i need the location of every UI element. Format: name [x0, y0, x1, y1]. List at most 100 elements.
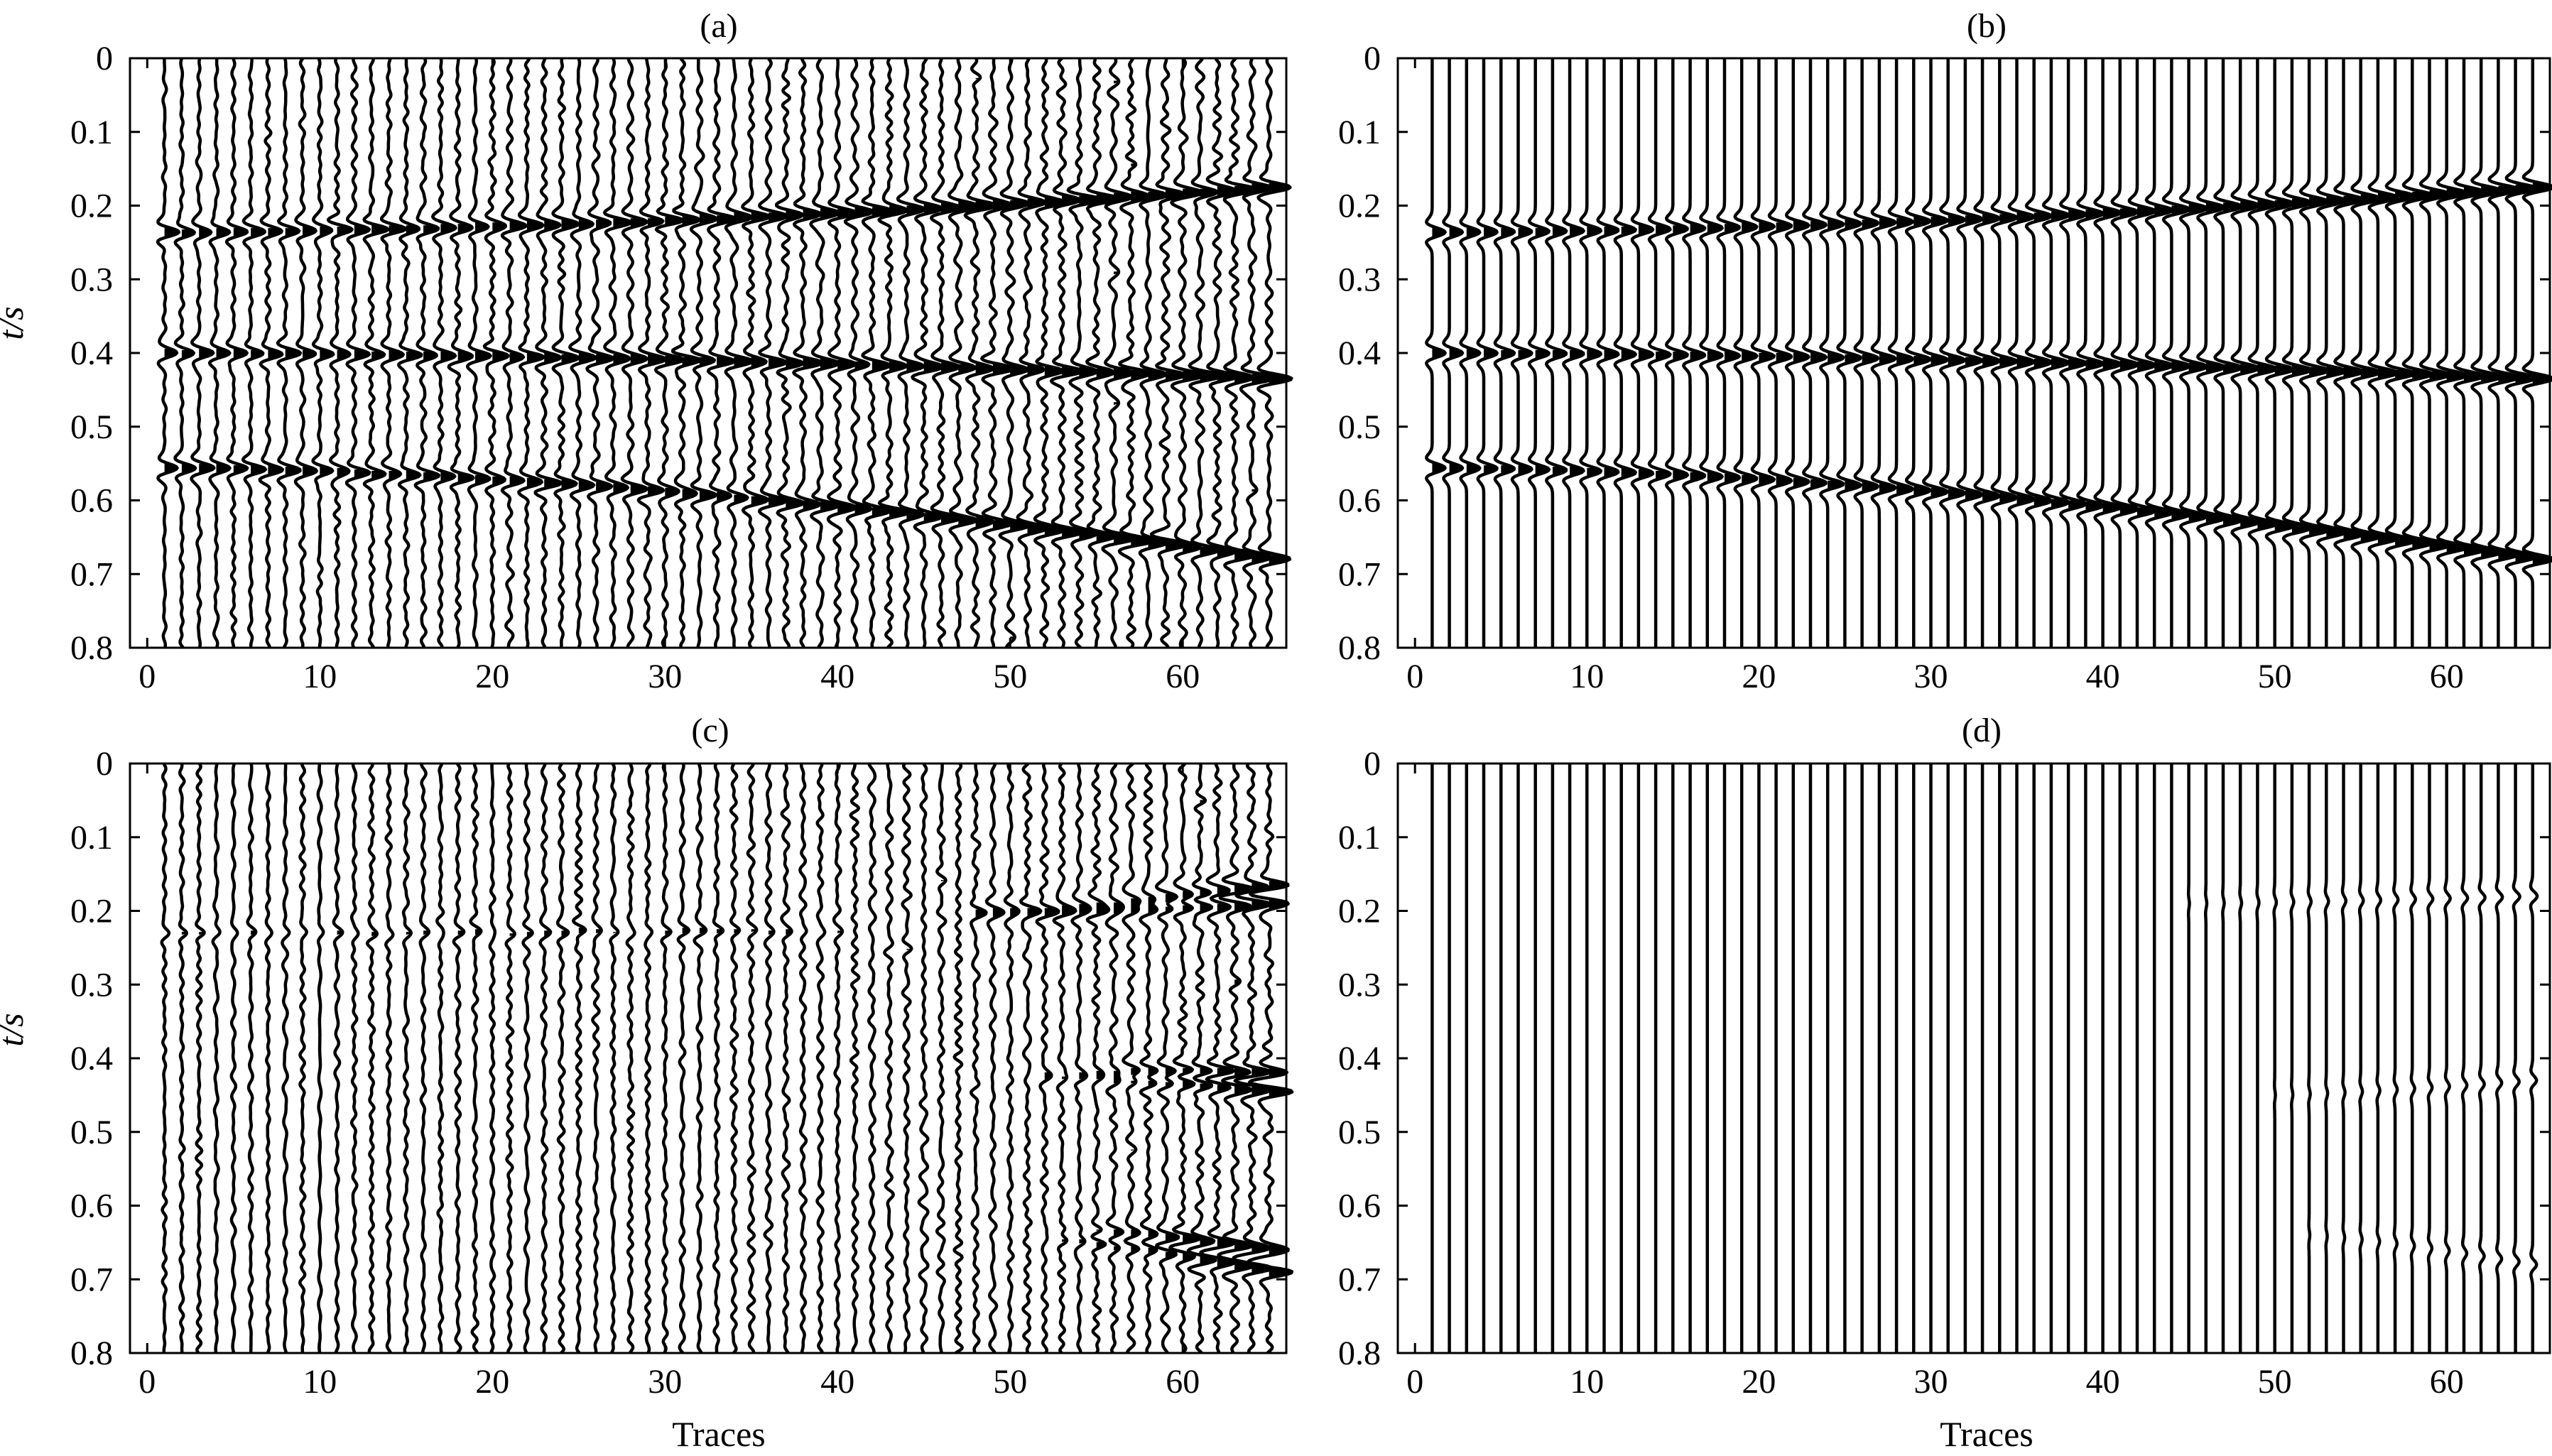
panel-c-ytick-label: 0.7 — [70, 1261, 113, 1298]
panel-a-trace — [1117, 58, 1156, 649]
panel-a-trace — [861, 57, 894, 648]
panel-d-ytick-label: 0 — [1364, 745, 1381, 783]
panel-d-trace — [2204, 763, 2209, 1354]
panel-a-trace — [963, 58, 999, 649]
panel-b-xtick-label: 60 — [2430, 658, 2464, 695]
panel-b-trace — [2367, 58, 2399, 648]
panel-b-trace — [2350, 58, 2382, 648]
panel-c-trace — [1052, 762, 1077, 1354]
panel-d-trace — [2255, 763, 2261, 1354]
panel-c-trace — [452, 762, 466, 1354]
panel-c-trace — [264, 763, 273, 1354]
panel-c-xtick-label: 50 — [993, 1363, 1027, 1401]
panel-c-trace — [384, 763, 395, 1354]
panel-a-traces — [156, 57, 1293, 649]
panel-a-title: (a) — [700, 7, 737, 45]
panel-d-ytick-label: 0.2 — [1338, 893, 1381, 930]
panel-d-trace — [2289, 763, 2296, 1354]
panel-d: (d) Traces 0 10 20 30 40 50 60 0 0.1 0.2 0.3 0.4 0.5… — [1338, 712, 2551, 1454]
panel-c-trace — [952, 762, 964, 1354]
panel-c-trace — [883, 763, 895, 1354]
panel-b-xtick-label: 20 — [1742, 658, 1776, 695]
panel-c-trace — [1003, 763, 1021, 1354]
panel-a-trace — [724, 58, 755, 648]
panel-b-ytick-label: 0.2 — [1338, 188, 1381, 225]
panel-d-trace — [2529, 763, 2539, 1354]
panel-d-trace — [2512, 763, 2521, 1354]
panel-c: (c) t/s Traces 0 10 20 30 40 50 60 0 0.1 0.2 0.3 0.… — [0, 712, 1294, 1454]
panel-d-trace — [2494, 763, 2504, 1354]
panel-c-trace — [365, 763, 379, 1354]
panel-c-trace — [832, 763, 845, 1354]
panel-d-xtick-label: 10 — [1570, 1363, 1604, 1401]
panel-b-trace — [1853, 58, 1880, 648]
panel-a-trace — [482, 57, 510, 648]
panel-b-trace — [1425, 58, 1447, 648]
panel-a-trace — [636, 58, 667, 649]
panel-a-trace — [258, 58, 285, 648]
panel-c-trace — [1122, 762, 1142, 1354]
panel-b-title: (b) — [1967, 7, 2007, 45]
panel-b-trace — [1579, 58, 1603, 648]
panel-d-tick-labels: 0 10 20 30 40 50 60 0 0.1 0.2 0.3 0.4 0.5 0.6 0.7 0.8 — [1338, 745, 2550, 1401]
panel-a-trace — [774, 58, 805, 648]
panel-a-trace — [585, 58, 615, 648]
panel-a-trace — [413, 57, 441, 648]
panel-b-trace — [2110, 58, 2139, 648]
panel-c-trace — [1035, 763, 1060, 1354]
panel-b-trace — [1750, 58, 1776, 648]
panel-b-trace — [2076, 58, 2105, 648]
panel-a-xtick-label: 60 — [1166, 658, 1200, 695]
panel-c-trace — [469, 763, 483, 1354]
panel-d-trace — [2221, 763, 2226, 1354]
panel-a-xtick-label: 30 — [648, 658, 682, 695]
panel-c-trace — [1154, 763, 1180, 1354]
panel-a-trace — [190, 58, 216, 648]
panel-b-trace — [1493, 58, 1516, 648]
panel-c-trace — [625, 763, 636, 1354]
panel-a-trace — [397, 58, 423, 648]
panel-b-trace — [1682, 58, 1707, 648]
panel-c-trace — [504, 762, 516, 1354]
panel-b-trace — [1836, 58, 1862, 648]
panel-b-trace — [2196, 58, 2226, 648]
panel-d-xtick-label: 0 — [1406, 1363, 1423, 1401]
panel-b-trace — [1699, 58, 1724, 648]
panel-c-trace — [178, 763, 189, 1354]
panel-b-trace — [2384, 58, 2416, 648]
panel-a-trace — [500, 58, 528, 648]
panel-a-trace — [1049, 57, 1085, 648]
panel-a-trace — [670, 57, 702, 648]
panel-b-ytick-label: 0.8 — [1338, 629, 1381, 667]
panel-c-xtick-label: 60 — [1166, 1363, 1200, 1401]
panel-b-trace — [1510, 58, 1533, 648]
panel-a-trace — [431, 58, 457, 648]
panel-c-trace — [901, 762, 913, 1354]
panel-c-ytick-label: 0.2 — [70, 893, 113, 930]
panel-b-trace — [2315, 58, 2347, 648]
panel-b-trace — [1819, 58, 1845, 648]
panel-c-trace — [917, 762, 930, 1354]
panel-a-trace — [379, 58, 407, 648]
panel-b-trace — [1939, 58, 1967, 648]
panel-c-ytick-label: 0.4 — [70, 1040, 113, 1077]
panel-a-trace — [741, 57, 771, 649]
panel-d-trace — [2477, 763, 2487, 1354]
panel-b-trace — [1476, 58, 1499, 648]
panel-a-ytick-label: 0.6 — [70, 482, 113, 520]
panel-a-trace — [533, 58, 563, 648]
panel-a-trace — [447, 58, 475, 649]
panel-b-trace — [2213, 58, 2244, 648]
panel-c-trace — [571, 763, 587, 1354]
panel-b-trace — [2333, 58, 2364, 648]
panel-c-trace — [1104, 763, 1125, 1354]
panel-b-trace — [1733, 58, 1759, 648]
panel-a-ytick-label: 0.2 — [70, 188, 113, 225]
panel-c-xtick-label: 30 — [648, 1363, 682, 1401]
panel-d-trace — [2306, 763, 2313, 1354]
panel-c-ylabel: t/s — [0, 1013, 31, 1046]
panel-b-trace — [1459, 58, 1482, 648]
panel-a-trace — [877, 57, 911, 649]
panel-b-xtick-label: 40 — [2086, 658, 2120, 695]
panel-b-trace — [2127, 58, 2157, 648]
